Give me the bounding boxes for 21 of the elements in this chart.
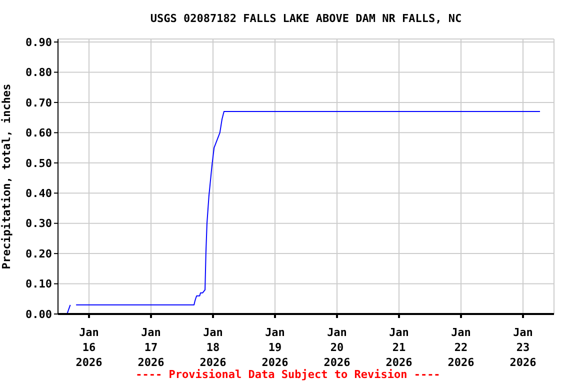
x-tick-label: Jan 23 2026 xyxy=(510,326,537,369)
x-tick-label: Jan 20 2026 xyxy=(324,326,351,369)
x-tick-label: Jan 17 2026 xyxy=(138,326,165,369)
text: ---- Provisional Data Subject to Revision ---- xyxy=(134,368,442,381)
y-tick-label: 0.00 xyxy=(26,308,52,321)
x-tick-label: Jan 19 2026 xyxy=(262,326,289,369)
y-tick-label: 0.30 xyxy=(26,217,52,230)
y-tick-label: 0.80 xyxy=(26,66,52,80)
y-tick-label: 0.50 xyxy=(26,156,52,170)
y-tick-label: 0.20 xyxy=(26,247,52,260)
x-tick-label: Jan 22 2026 xyxy=(448,326,475,369)
x-tick-label: Jan 16 2026 xyxy=(76,326,103,369)
y-tick-label: 0.10 xyxy=(26,278,52,291)
y-tick-label: 0.70 xyxy=(26,96,52,110)
x-tick-label: Jan 18 2026 xyxy=(200,326,227,369)
x-tick-label: Jan 21 2026 xyxy=(386,326,413,369)
chart-title: USGS 02087182 FALLS LAKE ABOVE DAM NR FALLS, NC xyxy=(149,12,463,25)
y-tick-label: 0.40 xyxy=(26,187,52,200)
y-tick-label: 0.90 xyxy=(26,36,52,49)
y-axis-title: Precipitation, total, inches xyxy=(0,84,13,270)
y-tick-label: 0.60 xyxy=(26,126,52,140)
